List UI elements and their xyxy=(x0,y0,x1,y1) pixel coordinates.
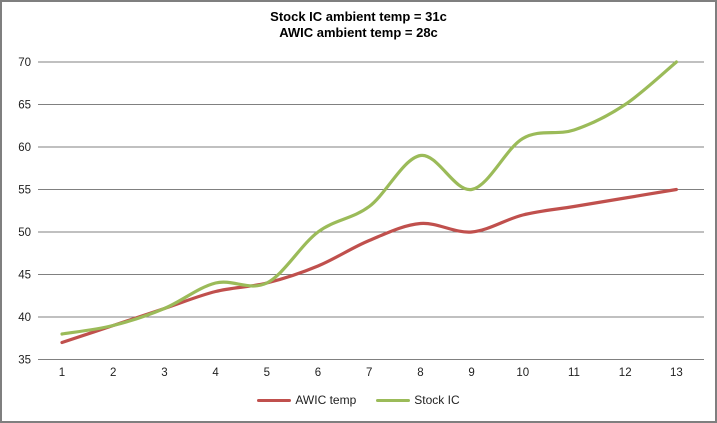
x-tick-label-10: 10 xyxy=(516,367,529,379)
y-tick-label-65: 65 xyxy=(18,100,31,112)
x-tick-label-13: 13 xyxy=(670,367,683,379)
series-line-stock-ic xyxy=(60,60,678,336)
x-tick-label-7: 7 xyxy=(366,367,372,379)
legend-item-stock-ic: Stock IC xyxy=(376,393,460,407)
legend-swatch-stock-ic xyxy=(376,398,411,402)
x-tick-label-12: 12 xyxy=(619,367,632,379)
y-tick-label-60: 60 xyxy=(18,142,31,154)
chart-title-line-1: Stock IC ambient temp = 31c xyxy=(270,9,447,24)
x-tick-label-1: 1 xyxy=(59,367,65,379)
y-tick-label-55: 55 xyxy=(18,185,31,197)
chart-title: Stock IC ambient temp = 31c AWIC ambient… xyxy=(2,9,715,41)
series-line-awic-temp xyxy=(60,187,678,345)
x-tick-label-5: 5 xyxy=(264,367,270,379)
legend-label-awic-temp: AWIC temp xyxy=(295,393,357,407)
x-tick-label-6: 6 xyxy=(315,367,321,379)
chart-legend: AWIC temp Stock IC xyxy=(2,393,715,407)
x-tick-label-3: 3 xyxy=(161,367,167,379)
chart-title-line-2: AWIC ambient temp = 28c xyxy=(279,25,438,40)
legend-swatch-awic-temp xyxy=(257,398,292,402)
legend-item-awic-temp: AWIC temp xyxy=(257,393,356,407)
x-tick-label-9: 9 xyxy=(468,367,474,379)
x-tick-label-4: 4 xyxy=(212,367,219,379)
y-tick-label-45: 45 xyxy=(18,270,31,282)
x-tick-label-11: 11 xyxy=(568,367,580,379)
x-tick-label-2: 2 xyxy=(110,367,116,379)
x-tick-label-8: 8 xyxy=(417,367,423,379)
y-tick-label-50: 50 xyxy=(18,227,31,239)
y-tick-label-35: 35 xyxy=(18,355,31,367)
legend-label-stock-ic: Stock IC xyxy=(414,393,460,407)
y-tick-label-40: 40 xyxy=(18,312,31,324)
y-tick-label-70: 70 xyxy=(18,57,31,69)
